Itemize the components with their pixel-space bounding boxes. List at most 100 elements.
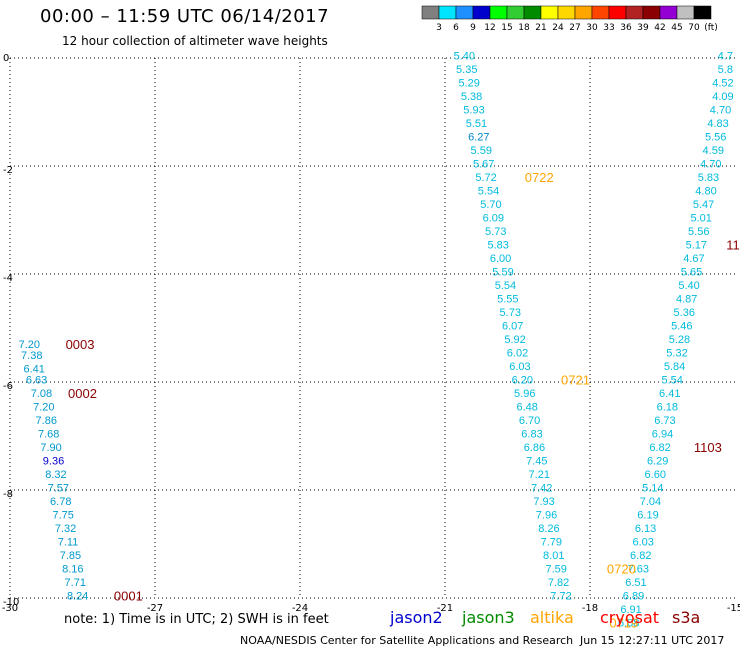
wave-height-value: 6.29 xyxy=(647,455,668,467)
wave-height-value: 5.67 xyxy=(473,158,494,170)
wave-height-value: 5.40 xyxy=(678,280,699,292)
colorbar-swatch xyxy=(625,5,644,20)
wave-height-value: 5.01 xyxy=(690,212,711,224)
colorbar-swatch xyxy=(472,5,491,20)
y-tick-label: -8 xyxy=(3,489,13,500)
wave-height-value: 5.8 xyxy=(718,64,733,76)
wave-height-value: 6.82 xyxy=(630,550,651,562)
legend-jason2: jason2 xyxy=(390,608,443,627)
wave-height-value: 7.75 xyxy=(52,509,73,521)
wave-height-value: 5.46 xyxy=(671,320,692,332)
wave-height-value: 7.57 xyxy=(48,482,69,494)
wave-height-value: 5.54 xyxy=(478,185,499,197)
wave-height-value: 6.27 xyxy=(468,131,489,143)
wave-height-value: 5.92 xyxy=(504,334,525,346)
wave-height-value: 4.80 xyxy=(695,185,716,197)
wave-height-value: 6.41 xyxy=(659,388,680,400)
wave-height-value: 7.79 xyxy=(541,536,562,548)
pass-time-label: 0002 xyxy=(68,386,97,401)
wave-height-value: 8.24 xyxy=(67,590,88,602)
wave-height-value: 5.36 xyxy=(674,307,695,319)
colorbar-label: 24 xyxy=(552,23,564,33)
y-tick-label: -4 xyxy=(3,273,13,284)
colorbar-label: 30 xyxy=(586,23,598,33)
wave-height-value: 6.63 xyxy=(26,374,47,386)
wave-height-value: 4.7 xyxy=(718,50,733,62)
wave-height-value: 6.86 xyxy=(524,442,545,454)
colorbar-label: 42 xyxy=(654,23,665,33)
wave-height-value: 6.41 xyxy=(23,364,44,376)
wave-height-value: 7.93 xyxy=(533,496,554,508)
wave-height-value: 7.90 xyxy=(40,442,61,454)
colorbar-label: 21 xyxy=(535,23,546,33)
wave-height-value: 6.78 xyxy=(50,496,71,508)
legend-jason3: jason3 xyxy=(462,608,515,627)
wave-height-value: 6.73 xyxy=(654,415,675,427)
wave-height-value: 6.07 xyxy=(502,320,523,332)
pass-time-label: 1103 xyxy=(694,440,722,455)
wave-height-value: 7.72 xyxy=(550,590,571,602)
colorbar-swatch xyxy=(693,5,712,20)
wave-height-value: 4.83 xyxy=(707,118,728,130)
wave-height-value: 6.02 xyxy=(507,347,528,359)
legend-s3a: s3a xyxy=(672,608,701,627)
wave-height-value: 7.38 xyxy=(21,350,42,362)
wave-height-value: 7.42 xyxy=(531,482,552,494)
wave-height-value: 8.32 xyxy=(45,469,66,481)
wave-height-value: 6.18 xyxy=(657,401,678,413)
pass-time-label: 0720 xyxy=(607,561,636,576)
wave-height-value: 5.96 xyxy=(514,388,535,400)
wave-height-value: 4.70 xyxy=(700,158,721,170)
wave-height-value: 5.47 xyxy=(693,199,714,211)
colorbar-swatch xyxy=(523,5,542,20)
wave-height-value: 5.93 xyxy=(463,104,484,116)
footer-note: note: 1) Time is in UTC; 2) SWH is in fe… xyxy=(64,612,329,627)
colorbar-swatch xyxy=(540,5,559,20)
wave-height-value: 5.59 xyxy=(471,145,492,157)
colorbar-swatch xyxy=(591,5,610,20)
colorbar-label: 45 xyxy=(671,23,682,33)
footer-date: Jun 15 12:27:11 UTC 2017 xyxy=(580,634,725,647)
wave-height-value: 7.04 xyxy=(640,496,661,508)
footer-center: NOAA/NESDIS Center for Satellite Applica… xyxy=(240,634,574,647)
wave-height-value: 6.60 xyxy=(645,469,666,481)
wave-height-value: 4.09 xyxy=(712,91,733,103)
x-tick-label: -24 xyxy=(292,603,308,614)
wave-height-value: 5.17 xyxy=(686,239,707,251)
wave-height-value: 6.89 xyxy=(623,590,644,602)
wave-height-value: 5.83 xyxy=(698,172,719,184)
wave-height-value: 6.48 xyxy=(516,401,537,413)
wave-height-value: 7.71 xyxy=(65,577,86,589)
colorbar-swatch xyxy=(506,5,525,20)
wave-height-value: 7.11 xyxy=(58,536,79,548)
wave-height-value: 6.82 xyxy=(649,442,670,454)
x-tick-label: -30 xyxy=(2,603,18,614)
wave-height-value: 6.70 xyxy=(519,415,540,427)
y-tick-label: 0 xyxy=(3,53,9,64)
colorbar-label: 33 xyxy=(603,23,614,33)
wave-height-value: 5.59 xyxy=(492,266,513,278)
wave-height-value: 4.70 xyxy=(710,104,731,116)
wave-height-value: 7.86 xyxy=(36,415,57,427)
y-tick-label: -6 xyxy=(3,381,13,392)
colorbar-swatch xyxy=(608,5,627,20)
wave-height-value: 6.94 xyxy=(652,428,673,440)
pass-time-label: 0721 xyxy=(561,372,590,387)
colorbar-label: 27 xyxy=(569,23,580,33)
x-tick-label: -21 xyxy=(437,603,453,614)
colorbar-label: 6 xyxy=(453,23,459,33)
wave-height-value: 4.52 xyxy=(712,77,733,89)
wave-height-value: 6.51 xyxy=(625,577,646,589)
colorbar-label: 18 xyxy=(518,23,530,33)
wave-height-value: 5.40 xyxy=(454,50,475,62)
wave-height-value: 6.08 xyxy=(618,617,639,629)
colorbar-label: 3 xyxy=(436,23,442,33)
wave-height-value: 5.65 xyxy=(681,266,702,278)
wave-height-value: 5.28 xyxy=(669,334,690,346)
colorbar-swatch xyxy=(574,5,593,20)
wave-height-value: 7.21 xyxy=(529,469,550,481)
wave-height-value: 7.45 xyxy=(526,455,547,467)
wave-height-value: 5.35 xyxy=(456,64,477,76)
colorbar-swatch xyxy=(676,5,695,20)
wave-height-value: 7.08 xyxy=(31,388,52,400)
